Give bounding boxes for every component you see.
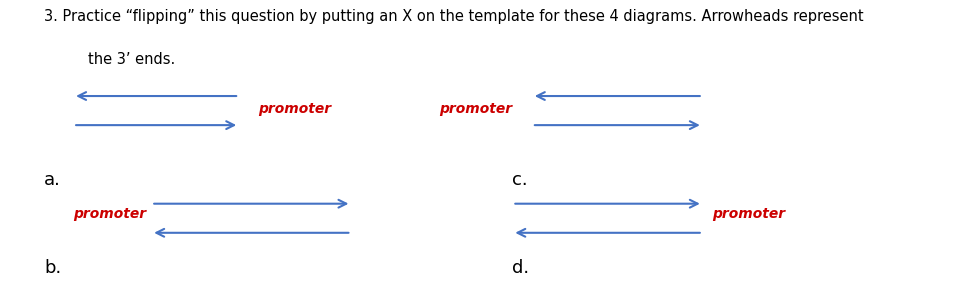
Text: b.: b.: [44, 259, 61, 277]
Text: promoter: promoter: [73, 207, 146, 221]
Text: promoter: promoter: [439, 102, 512, 116]
Text: c.: c.: [512, 171, 528, 189]
Text: 3. Practice “flipping” this question by putting an X on the template for these 4: 3. Practice “flipping” this question by …: [44, 9, 864, 24]
Text: promoter: promoter: [259, 102, 332, 116]
Text: promoter: promoter: [712, 207, 786, 221]
Text: the 3’ ends.: the 3’ ends.: [88, 52, 175, 68]
Text: d.: d.: [512, 259, 530, 277]
Text: a.: a.: [44, 171, 61, 189]
